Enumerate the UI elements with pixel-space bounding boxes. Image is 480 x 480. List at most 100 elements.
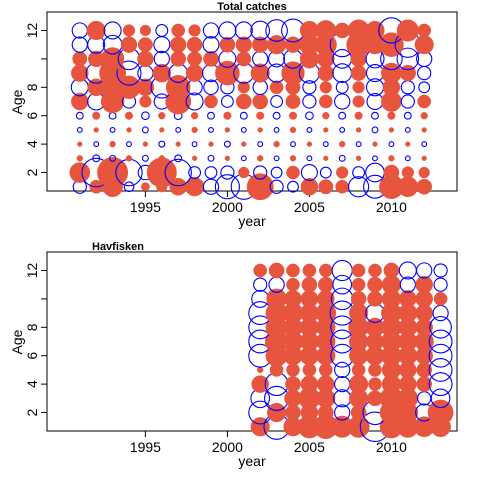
bubble — [239, 111, 248, 120]
y-axis-title: Age — [9, 89, 25, 114]
bubble — [396, 47, 420, 71]
bubble — [92, 111, 101, 120]
y-tick-label: 2 — [24, 408, 40, 416]
bubble — [355, 141, 362, 148]
bubble — [428, 343, 453, 368]
bubble — [404, 155, 411, 162]
bubble — [257, 155, 264, 162]
bubble — [142, 141, 149, 147]
bubble — [323, 127, 329, 133]
bubble — [171, 23, 186, 38]
bubble — [187, 51, 203, 67]
bubble — [240, 126, 247, 133]
bubble — [100, 47, 125, 71]
bubble — [218, 21, 237, 40]
bubble — [414, 35, 434, 55]
bubble — [269, 80, 284, 95]
bubble — [335, 80, 349, 94]
bubble — [338, 154, 346, 162]
bubble — [417, 65, 432, 81]
bubble — [203, 79, 219, 96]
bubble — [207, 154, 215, 162]
bubble — [71, 92, 89, 111]
bubble — [241, 141, 247, 147]
bubble — [432, 304, 449, 322]
bubble — [330, 287, 354, 311]
bubble — [400, 80, 415, 95]
bubble — [300, 177, 319, 196]
bubble — [267, 402, 287, 423]
bubble — [318, 363, 333, 377]
bubble — [92, 154, 101, 163]
bubble — [286, 263, 300, 278]
bubble — [404, 126, 411, 133]
bubble — [219, 36, 236, 53]
bubble — [116, 60, 142, 86]
bubble — [396, 19, 419, 42]
bubble — [302, 263, 317, 278]
bubble — [267, 35, 287, 55]
bubble — [379, 32, 404, 57]
bubble — [285, 376, 301, 392]
bubble — [93, 141, 100, 148]
bubble — [204, 166, 218, 179]
bubble — [122, 24, 136, 37]
bubble — [202, 36, 220, 54]
y-tick-label: 4 — [24, 380, 40, 388]
bubble — [285, 94, 301, 109]
bubble — [397, 176, 419, 198]
bubble — [400, 94, 415, 109]
bubble — [317, 276, 334, 293]
bubble — [372, 155, 378, 162]
bubble — [365, 162, 385, 183]
bubble — [257, 141, 264, 148]
bubble — [152, 63, 172, 83]
x-tick-label: 2010 — [376, 199, 407, 215]
bubble — [399, 290, 417, 308]
bubble — [331, 259, 353, 282]
y-tick-label: 4 — [24, 140, 40, 148]
bubble — [285, 404, 301, 421]
bubble — [108, 111, 117, 120]
bubble — [350, 65, 367, 81]
bubble — [403, 111, 412, 120]
y-axis-title: Age — [9, 329, 25, 354]
x-tick-label: 2000 — [212, 439, 243, 455]
bubble — [223, 111, 232, 120]
bubble — [367, 276, 383, 293]
bubble — [371, 111, 379, 120]
bubble-group — [69, 17, 434, 201]
chart-panel-1: Total catches 1995 2000 2005 2010 2 4 6 8 12 year A… — [9, 1, 458, 229]
bubble — [234, 21, 253, 40]
bubble — [97, 157, 129, 188]
bubble — [417, 94, 432, 109]
bubble — [273, 140, 280, 148]
bubble — [207, 111, 215, 120]
bubble — [237, 81, 250, 94]
bubble — [109, 140, 116, 148]
bubble — [170, 51, 187, 67]
bubble — [238, 166, 250, 179]
bubble — [153, 36, 171, 54]
bubble — [317, 375, 335, 393]
y-tick-label: 12 — [24, 22, 40, 38]
bubble — [338, 111, 347, 120]
bubble — [158, 155, 165, 162]
bubble — [137, 50, 154, 68]
bubble — [351, 277, 366, 292]
bubble — [223, 140, 231, 148]
bubble — [332, 274, 353, 295]
bubble — [286, 363, 300, 377]
bubble — [140, 182, 150, 192]
bubble — [287, 180, 299, 193]
bubble — [224, 155, 231, 161]
bubble — [208, 126, 214, 133]
bubble — [368, 377, 382, 391]
bubble — [334, 404, 351, 421]
bubble — [158, 140, 166, 148]
bubble — [139, 95, 152, 108]
bubble — [421, 127, 427, 133]
bubble — [430, 388, 451, 409]
chart-title: Total catches — [217, 1, 287, 13]
